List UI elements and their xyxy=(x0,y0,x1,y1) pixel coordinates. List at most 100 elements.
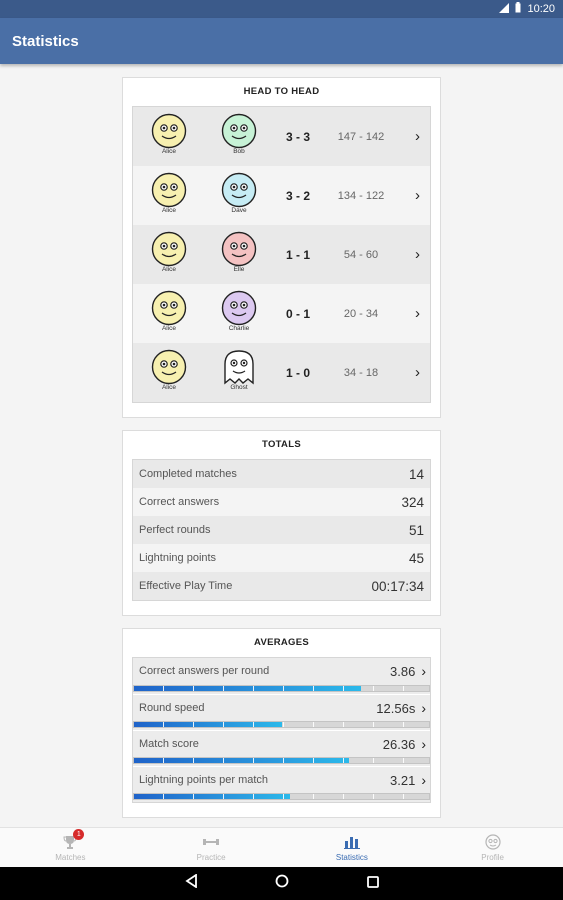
averages-title: AVERAGES xyxy=(253,637,309,648)
h2h-row[interactable]: Alice Bob 3 - 3 147 - 142 › xyxy=(133,107,430,166)
average-label: Lightning points per match xyxy=(139,774,269,786)
points-score: 134 - 122 xyxy=(337,189,385,202)
opponent-avatar: Bob xyxy=(219,113,259,155)
player-name: Alice xyxy=(161,148,177,155)
ghost-icon xyxy=(221,349,257,385)
averages-card: AVERAGES Correct answers per round 3.86 › R… xyxy=(122,628,441,818)
head-to-head-card: HEAD TO HEAD Alice Bob 3 - 3 147 - 142 › Alic… xyxy=(122,77,441,418)
average-row[interactable]: Lightning points per match 3.21 › xyxy=(133,766,430,802)
player-name: Alice xyxy=(161,207,177,214)
status-bar: 10:20 xyxy=(0,0,563,18)
totals-row: Correct answers 324 xyxy=(133,488,430,516)
home-icon[interactable] xyxy=(275,874,289,893)
totals-value: 45 xyxy=(408,550,424,566)
signal-icon xyxy=(499,2,510,16)
opponent-avatar: Charlie xyxy=(219,290,259,332)
averages-list: Correct answers per round 3.86 › Round spee… xyxy=(132,657,431,803)
average-row-header: Round speed 12.56s › xyxy=(133,695,430,721)
player-face-icon xyxy=(151,290,187,326)
recents-icon[interactable] xyxy=(366,875,379,893)
average-value-group: 3.21 › xyxy=(390,772,426,788)
average-row[interactable]: Round speed 12.56s › xyxy=(133,694,430,730)
bottom-navigation: Matches 1 Practice Statistics Profile xyxy=(0,827,563,867)
player-face-icon xyxy=(151,349,187,385)
nav-item-profile[interactable]: Profile xyxy=(422,828,563,867)
average-value-group: 26.36 › xyxy=(383,736,426,752)
totals-row: Lightning points 45 xyxy=(133,544,430,572)
chevron-right-icon: › xyxy=(421,663,426,679)
dumbbell-icon xyxy=(201,833,221,851)
match-score: 3 - 3 xyxy=(285,129,310,144)
average-row-header: Match score 26.36 › xyxy=(133,731,430,757)
nav-item-label: Matches xyxy=(55,853,86,862)
average-label: Round speed xyxy=(139,702,205,714)
progress-ticks xyxy=(134,686,429,691)
average-value-group: 3.86 › xyxy=(390,663,426,679)
player-name: Alice xyxy=(161,325,177,332)
player-face-icon xyxy=(151,172,187,208)
opponent-face-icon xyxy=(221,231,257,267)
average-value: 3.86 xyxy=(390,663,416,679)
opponent-face-icon xyxy=(221,290,257,326)
opponent-name: Ghost xyxy=(230,384,248,391)
notification-badge: 1 xyxy=(73,829,85,840)
totals-label: Correct answers xyxy=(139,496,220,508)
nav-item-statistics[interactable]: Statistics xyxy=(282,828,423,867)
h2h-row[interactable]: Alice Dave 3 - 2 134 - 122 › xyxy=(133,166,430,225)
nav-item-practice[interactable]: Practice xyxy=(141,828,282,867)
player-avatar: Alice xyxy=(149,113,189,155)
page-title: Statistics xyxy=(12,32,79,50)
nav-item-label: Statistics xyxy=(335,853,368,862)
totals-card: TOTALS Completed matches 14 Correct answer… xyxy=(122,430,441,616)
totals-label: Lightning points xyxy=(139,552,217,564)
chevron-right-icon: › xyxy=(415,128,420,145)
app-bar: Statistics xyxy=(0,18,563,64)
bar-chart-icon xyxy=(342,833,362,851)
match-score: 0 - 1 xyxy=(285,306,310,321)
totals-value: 51 xyxy=(408,522,424,538)
totals-label: Completed matches xyxy=(139,468,237,480)
average-label: Correct answers per round xyxy=(139,665,270,677)
battery-icon xyxy=(515,2,521,16)
progress-bar xyxy=(133,685,430,692)
chevron-right-icon: › xyxy=(421,700,426,716)
system-navigation-bar xyxy=(0,867,563,900)
totals-value: 14 xyxy=(408,466,424,482)
opponent-name: Bob xyxy=(233,148,245,155)
player-avatar: Alice xyxy=(149,349,189,391)
totals-label: Perfect rounds xyxy=(139,524,211,536)
points-score: 20 - 34 xyxy=(343,307,379,320)
chevron-right-icon: › xyxy=(421,772,426,788)
points-score: 147 - 142 xyxy=(337,130,385,143)
nav-item-label: Practice xyxy=(196,853,226,862)
opponent-face-icon xyxy=(221,172,257,208)
average-value: 26.36 xyxy=(382,736,416,752)
average-row[interactable]: Correct answers per round 3.86 › xyxy=(133,658,430,694)
opponent-name: Dave xyxy=(231,207,247,214)
h2h-row[interactable]: Alice Charlie 0 - 1 20 - 34 › xyxy=(133,284,430,343)
back-icon[interactable] xyxy=(184,873,197,893)
opponent-name: Charlie xyxy=(228,325,250,332)
progress-ticks xyxy=(134,758,429,763)
average-row[interactable]: Match score 26.36 › xyxy=(133,730,430,766)
chevron-right-icon: › xyxy=(415,246,420,263)
totals-value: 324 xyxy=(401,494,424,510)
nav-item-label: Profile xyxy=(481,853,504,862)
average-label: Match score xyxy=(139,738,199,750)
chevron-right-icon: › xyxy=(415,305,420,322)
match-score: 3 - 2 xyxy=(285,188,310,203)
points-score: 34 - 18 xyxy=(343,366,379,379)
totals-list: Completed matches 14 Correct answers 324 Per… xyxy=(132,459,431,601)
player-name: Alice xyxy=(161,266,177,273)
chevron-right-icon: › xyxy=(415,187,420,204)
h2h-row[interactable]: Alice Elle 1 - 1 54 - 60 › xyxy=(133,225,430,284)
totals-row: Perfect rounds 51 xyxy=(133,516,430,544)
match-score: 1 - 0 xyxy=(285,365,310,380)
chevron-right-icon: › xyxy=(415,364,420,381)
h2h-row[interactable]: Alice Ghost 1 - 0 34 - 18 › xyxy=(133,343,430,402)
average-value: 12.56s xyxy=(376,700,416,716)
totals-title: TOTALS xyxy=(262,439,301,450)
totals-value: 00:17:34 xyxy=(371,578,424,594)
progress-bar xyxy=(133,757,430,764)
nav-item-matches[interactable]: Matches 1 xyxy=(0,828,141,867)
